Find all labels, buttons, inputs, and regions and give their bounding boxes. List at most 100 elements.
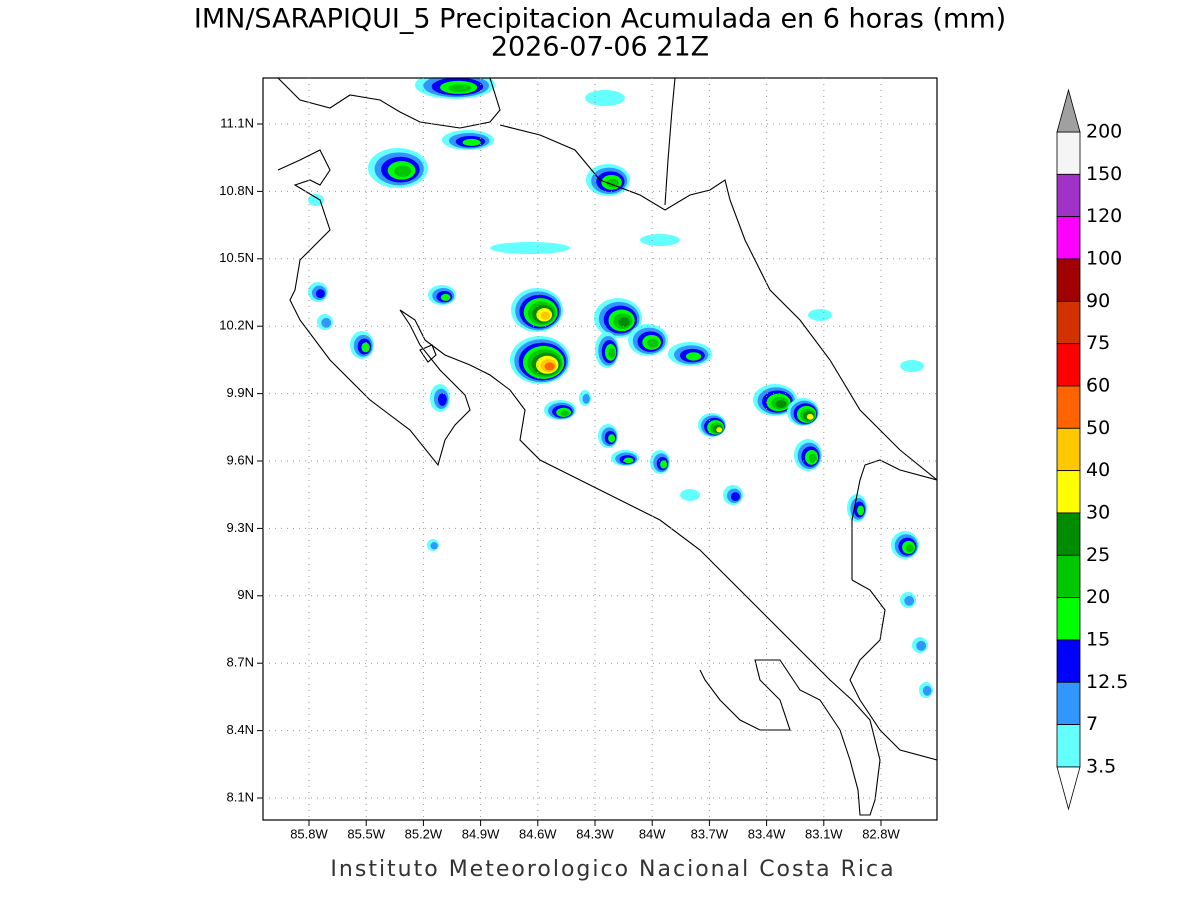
colorbar-label: 90: [1086, 290, 1110, 312]
colorbar-over: [1056, 88, 1081, 133]
lat-tick-label: 10.2N: [219, 318, 254, 333]
precip-contour: [448, 84, 472, 93]
lon-tick-label: 84.9W: [462, 826, 500, 841]
colorbar-label: 3.5: [1086, 755, 1116, 777]
precip-contour: [540, 311, 551, 320]
colorbar-label: 20: [1086, 586, 1110, 608]
precip-contour: [440, 293, 451, 301]
colorbar-swatch: [1056, 300, 1081, 345]
colorbar-label: 100: [1086, 247, 1122, 269]
precip-contour: [900, 360, 924, 372]
colorbar-swatch: [1056, 512, 1081, 556]
precip-contour: [361, 342, 370, 353]
lat-tick-label: 8.4N: [227, 722, 254, 737]
coastline: [499, 124, 937, 481]
precip-contour: [660, 460, 668, 469]
lon-tick-label: 85.5W: [347, 826, 385, 841]
precip-contour: [437, 393, 447, 406]
precip-contour: [680, 489, 700, 501]
precipitation-field: [308, 78, 933, 698]
colorbar-swatch: [1056, 385, 1081, 429]
precip-contour: [394, 165, 412, 177]
colorbar-label: 12.5: [1086, 671, 1128, 693]
lat-tick-label: 8.7N: [227, 655, 254, 670]
precip-contour: [775, 400, 787, 408]
precip-contour: [730, 492, 740, 502]
precip-contour: [808, 453, 817, 463]
lat-tick-label: 8.1N: [227, 789, 254, 804]
precip-contour: [716, 427, 723, 433]
lat-tick-label: 10.5N: [219, 250, 254, 265]
precip-contour: [685, 352, 702, 361]
precip-contour: [560, 410, 570, 417]
colorbar-label: 25: [1086, 544, 1110, 566]
coastlines: [277, 78, 937, 816]
colorbar-label: 7: [1086, 713, 1098, 735]
coastline: [851, 459, 937, 580]
colorbar-swatch: [1056, 131, 1081, 175]
colorbar-swatch: [1056, 173, 1081, 218]
precip-contour: [904, 595, 915, 606]
lon-tick-label: 85.2W: [405, 826, 443, 841]
lon-tick-label: 82.8W: [862, 826, 900, 841]
precip-contour: [618, 317, 630, 327]
plot-frame: [262, 77, 938, 821]
colorbar-swatch: [1056, 724, 1081, 768]
lat-tick-label: 9.3N: [227, 520, 254, 535]
precip-contour: [308, 194, 324, 206]
precip-contour: [905, 544, 914, 553]
colorbar-label: 40: [1086, 459, 1110, 481]
precip-contour: [808, 309, 832, 321]
precip-contour: [623, 457, 634, 464]
precip-contour: [582, 393, 590, 404]
precip-contour: [462, 138, 481, 146]
subtitle: 2026-07-06 21Z: [491, 32, 709, 63]
colorbar-label: 50: [1086, 417, 1110, 439]
lon-tick-label: 84W: [639, 826, 666, 841]
lat-tick-label: 10.8N: [219, 183, 254, 198]
precip-contour: [640, 234, 680, 246]
lat-tick-label: 9.6N: [227, 452, 254, 467]
precip-contour: [647, 338, 659, 348]
precip-contour: [321, 317, 332, 328]
colorbar-under: [1056, 766, 1081, 811]
precip-contour: [585, 90, 625, 106]
lon-tick-label: 83.4W: [748, 826, 786, 841]
colorbar-swatch: [1056, 470, 1081, 514]
precip-contour: [315, 289, 325, 299]
precip-contour: [430, 542, 438, 550]
lat-tick-label: 11.1N: [220, 115, 254, 130]
precip-contour: [608, 434, 616, 443]
colorbar-label: 30: [1086, 501, 1110, 523]
colorbar-swatch: [1056, 343, 1081, 387]
colorbar-swatch: [1056, 554, 1081, 599]
colorbar-swatch: [1056, 639, 1081, 683]
precip-contour: [490, 242, 570, 254]
colorbar-swatch: [1056, 216, 1081, 260]
precip-contour: [916, 640, 927, 651]
precip-contour: [608, 348, 616, 359]
title: IMN/SARAPIQUI_5 Precipitacion Acumulada …: [194, 4, 1006, 35]
coastline: [664, 78, 676, 206]
colorbar-label: 75: [1086, 332, 1110, 354]
colorbar-swatch: [1056, 597, 1081, 641]
lon-tick-label: 83.7W: [691, 826, 729, 841]
precip-contour: [922, 685, 932, 696]
lon-tick-label: 83.1W: [805, 826, 843, 841]
coastline: [849, 579, 937, 761]
precip-contour: [806, 413, 814, 420]
coastline: [277, 78, 501, 129]
colorbar-label: 120: [1086, 205, 1122, 227]
colorbar-swatch: [1056, 681, 1081, 726]
precip-contour: [857, 505, 865, 516]
coastline: [419, 344, 437, 363]
coastline: [277, 149, 881, 816]
footer: Instituto Meteorologico Nacional Costa R…: [330, 857, 895, 882]
lon-tick-label: 85.8W: [290, 826, 328, 841]
colorbar-label: 15: [1086, 628, 1110, 650]
lon-tick-label: 84.3W: [576, 826, 614, 841]
coastline: [699, 659, 841, 731]
colorbar-label: 150: [1086, 163, 1122, 185]
